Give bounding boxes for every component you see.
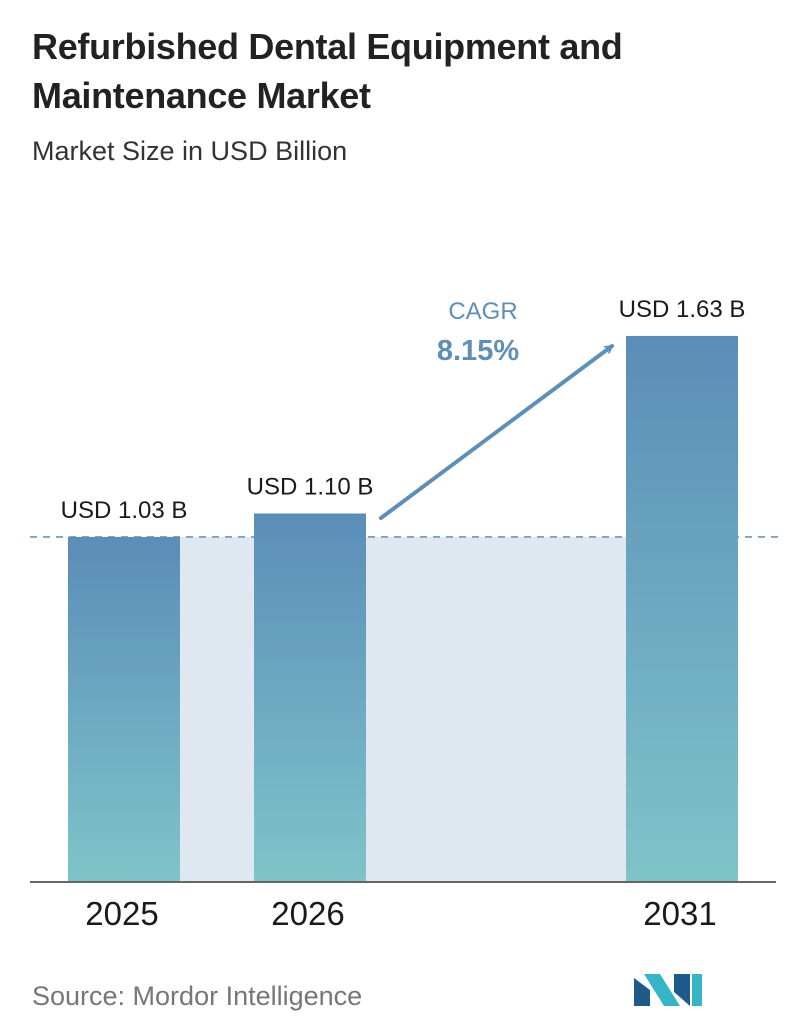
cagr-label: CAGR: [448, 298, 517, 325]
chart-title: Refurbished Dental Equipment and Mainten…: [32, 26, 623, 116]
mordor-intelligence-logo: [634, 974, 702, 1006]
value-label-2031: USD 1.63 B: [619, 296, 746, 323]
chart-subtitle: Market Size in USD Billion: [32, 136, 348, 166]
logo-left-shape: [634, 978, 650, 1006]
logo-middle-shape: [644, 974, 680, 1006]
x-tick-2031: 2031: [643, 895, 716, 932]
bar-chart: USD 1.03 B USD 1.10 B USD 1.63 B 2025 2026 2…: [30, 296, 782, 932]
x-tick-2026: 2026: [271, 895, 344, 932]
value-label-2026: USD 1.10 B: [247, 474, 374, 501]
value-label-2025: USD 1.03 B: [61, 497, 188, 524]
bar-2026: [254, 513, 366, 882]
cagr-value: 8.15%: [437, 335, 519, 367]
bar-2031: [626, 335, 738, 882]
source-note: Source: Mordor Intelligence: [32, 981, 363, 1011]
cagr-arrow: [379, 344, 614, 520]
logo-right-accent: [692, 974, 702, 1006]
bar-2025: [68, 536, 180, 882]
x-tick-2025: 2025: [85, 895, 158, 932]
logo-right-shape: [674, 974, 690, 1006]
